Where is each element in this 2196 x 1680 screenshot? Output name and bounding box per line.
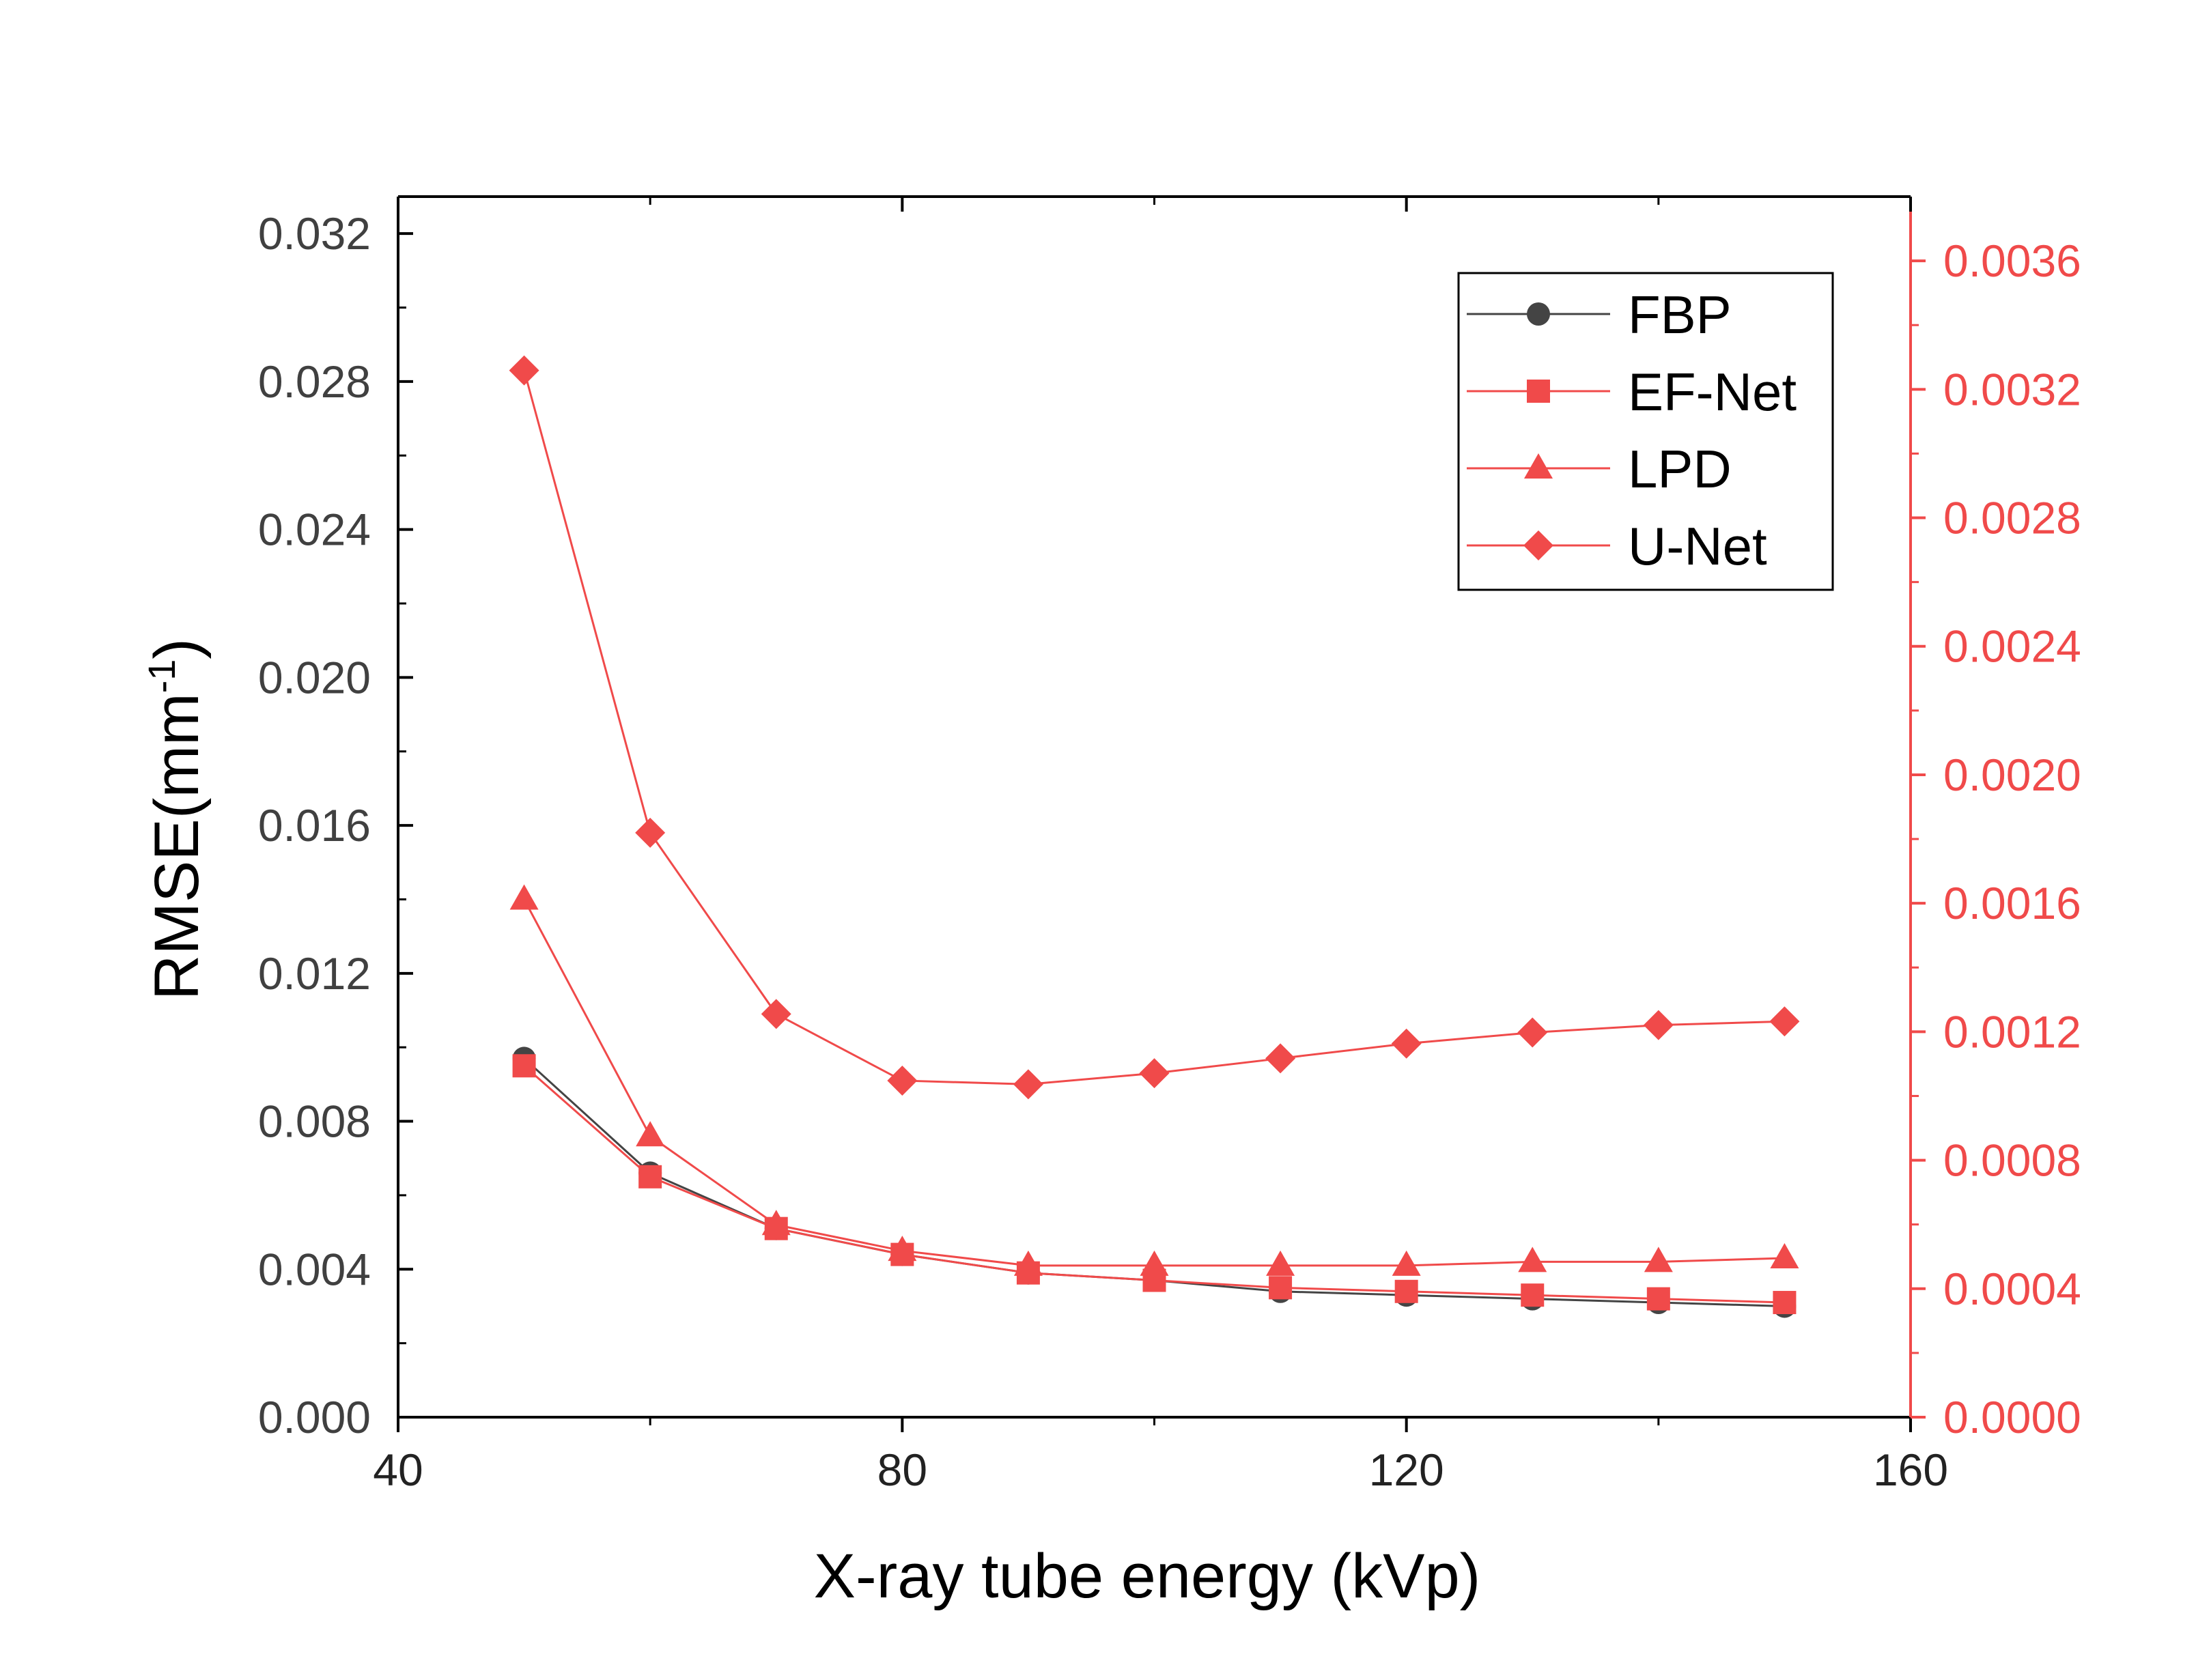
series-layer: [509, 355, 1800, 1318]
legend-label: LPD: [1628, 439, 1732, 499]
legend-label: EF-Net: [1628, 362, 1797, 422]
data-point: [1265, 1043, 1296, 1074]
x-tick-label: 40: [373, 1444, 423, 1495]
legend-marker: [1523, 530, 1553, 560]
data-point: [1392, 1250, 1421, 1276]
x-tick-label: 160: [1873, 1444, 1948, 1495]
data-point: [1266, 1250, 1295, 1276]
y-left-tick-label: 0.004: [258, 1244, 371, 1294]
y-axis-title-suffix: ): [142, 638, 212, 659]
data-point: [887, 1065, 918, 1096]
legend-marker: [1524, 453, 1553, 479]
y-axis-title-prefix: RMSE(mm: [142, 693, 212, 1000]
x-tick-label: 80: [877, 1444, 927, 1495]
data-point: [1643, 1010, 1674, 1040]
data-point: [1518, 1247, 1547, 1272]
y-right-tick-label: 0.0012: [1943, 1006, 2081, 1057]
data-point: [638, 1165, 662, 1188]
x-axis-title: X-ray tube energy (kVp): [814, 1541, 1481, 1611]
y-left-tick-label: 0.008: [258, 1096, 371, 1147]
data-point: [1646, 1287, 1670, 1311]
legend-marker: [1527, 380, 1550, 403]
y-left-tick-label: 0.032: [258, 208, 371, 259]
legend-marker: [1527, 302, 1550, 326]
legend-label: U-Net: [1628, 516, 1767, 576]
data-point: [1644, 1247, 1673, 1272]
data-point: [512, 1054, 536, 1078]
data-point: [761, 999, 791, 1029]
data-point: [509, 355, 539, 386]
y-left-tick-label: 0.016: [258, 800, 371, 851]
y-right-tick-label: 0.0028: [1943, 493, 2081, 543]
y-right-tick-label: 0.0016: [1943, 878, 2081, 928]
series-lpd: [509, 884, 1799, 1276]
data-point: [761, 1210, 791, 1236]
y-left-tick-label: 0.028: [258, 356, 371, 407]
data-point: [1517, 1017, 1548, 1048]
legend: FBP EF-Net LPD U-Net: [1457, 272, 1834, 591]
data-point: [888, 1236, 917, 1262]
data-point: [1013, 1069, 1043, 1100]
data-point: [1394, 1279, 1418, 1303]
data-point: [1773, 1291, 1797, 1315]
y-right-tick-label: 0.0020: [1943, 750, 2081, 800]
data-point: [1769, 1006, 1800, 1037]
legend-box: [1457, 272, 1834, 591]
axes-layer: 40 80 120 160 0.000 0.004 0.008 0.012 0.016 0.020…: [258, 195, 2081, 1495]
data-point: [1269, 1276, 1293, 1300]
data-point: [1013, 1250, 1043, 1276]
data-point: [1140, 1250, 1169, 1276]
legend-label: FBP: [1628, 285, 1732, 345]
y-right-tick-label: 0.0000: [1943, 1392, 2081, 1442]
data-point: [1770, 1243, 1799, 1269]
y-right-tick-label: 0.0024: [1943, 621, 2081, 672]
y-left-tick-label: 0.020: [258, 652, 371, 702]
y-right-tick-label: 0.0004: [1943, 1264, 2081, 1314]
y-right-tick-label: 0.0032: [1943, 364, 2081, 414]
data-point: [1391, 1028, 1422, 1059]
y-right-tick-label: 0.0008: [1943, 1135, 2081, 1186]
x-tick-label: 120: [1369, 1444, 1444, 1495]
y-axis-title-sup: -1: [140, 659, 183, 694]
data-point: [635, 817, 666, 848]
y-left-tick-label: 0.024: [258, 504, 371, 555]
y-left-tick-label: 0.000: [258, 1392, 371, 1442]
data-point: [509, 884, 539, 910]
y-left-tick-label: 0.012: [258, 948, 371, 999]
data-point: [636, 1121, 665, 1147]
y-axis-title: RMSE(mm-1): [140, 638, 212, 1000]
series-u-net: [509, 355, 1800, 1100]
data-point: [1139, 1058, 1170, 1089]
y-right-tick-label: 0.0036: [1943, 236, 2081, 286]
data-point: [1521, 1283, 1545, 1307]
series-ef-net: [512, 1054, 1797, 1315]
